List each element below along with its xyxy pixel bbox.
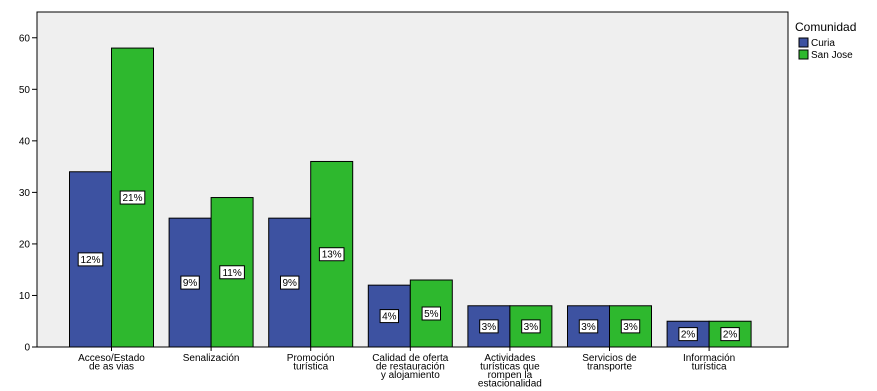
data-label-text: 11% xyxy=(222,268,241,279)
x-tick-label-line: Actividades xyxy=(484,353,535,364)
data-label-box xyxy=(219,265,245,280)
y-tick-label: 0 xyxy=(24,343,30,354)
data-label-box xyxy=(119,190,146,205)
x-tick-label: Actividades turísticas que rompen la estaci… xyxy=(478,353,542,390)
data-label-box xyxy=(318,247,345,262)
x-tick-label-line: turísticas que xyxy=(480,362,540,373)
x-tick-label-line: Información xyxy=(683,353,735,364)
y-tick-label: 10 xyxy=(19,291,31,302)
data-label: 11% xyxy=(219,265,245,280)
data-label: 13% xyxy=(318,247,345,262)
data-label: 9% xyxy=(180,275,200,290)
legend-swatch xyxy=(798,37,809,48)
y-tick-label: 60 xyxy=(19,33,31,44)
data-label-box xyxy=(521,319,541,334)
data-label-text: 5% xyxy=(424,309,439,320)
legend-title: Comunidad xyxy=(795,20,856,34)
x-tick-label-line: estacionalidad xyxy=(478,379,542,390)
y-tick-label: 50 xyxy=(19,85,31,96)
data-label-text: 2% xyxy=(681,330,696,341)
data-label: 4% xyxy=(379,309,400,324)
y-tick-label: 30 xyxy=(19,188,31,199)
x-tick-label: Acceso/Estado de as vias xyxy=(78,353,145,373)
data-label-box xyxy=(280,275,300,290)
x-tick-label-line: turística xyxy=(293,362,328,373)
legend-label: San Jose xyxy=(811,50,853,61)
x-axis: Acceso/Estado de as vias Senalización Promo… xyxy=(78,347,735,390)
data-label: 9% xyxy=(280,275,300,290)
x-tick-label: Información turística xyxy=(683,353,735,373)
data-label: 5% xyxy=(421,306,442,321)
data-label-text: 3% xyxy=(524,322,539,333)
x-tick-label: Promoción turística xyxy=(287,353,335,373)
data-label-text: 9% xyxy=(282,278,297,289)
x-tick-label: Calidad de oferta de restauración y alojam… xyxy=(372,353,449,381)
data-label-box xyxy=(421,306,442,321)
x-tick-label-line: Senalización xyxy=(183,353,240,364)
data-label-box xyxy=(620,319,641,334)
x-tick-label: Senalización xyxy=(183,353,240,364)
data-label-text: 3% xyxy=(581,322,596,333)
y-axis: 0 10 20 30 40 50 60 xyxy=(19,33,37,354)
x-tick-label-line: de as vias xyxy=(89,362,134,373)
data-label-box xyxy=(77,252,104,267)
data-labels: 12% 21% 9% 11% 9% 13% 4% 5% 3% 3% 3% 3% 2% 2% xyxy=(77,190,740,342)
x-tick-label-line: de restauración xyxy=(376,362,445,373)
data-label-box xyxy=(578,319,599,334)
data-label-text: 2% xyxy=(723,330,738,341)
legend-swatch xyxy=(798,49,809,60)
x-tick-label-line: turística xyxy=(692,362,727,373)
x-tick-label-line: Calidad de oferta xyxy=(372,353,449,364)
x-tick-label: Servicios de transporte xyxy=(582,353,637,373)
data-label-text: 12% xyxy=(80,255,100,266)
data-label: 2% xyxy=(678,327,698,342)
data-label-text: 21% xyxy=(122,193,142,204)
data-label: 12% xyxy=(77,252,104,267)
data-label-box xyxy=(720,327,740,342)
x-tick-label-line: Promoción xyxy=(287,353,335,364)
data-label: 3% xyxy=(620,319,641,334)
x-tick-label-line: transporte xyxy=(587,362,632,373)
data-label-box xyxy=(678,327,698,342)
data-label: 3% xyxy=(578,319,599,334)
data-label: 3% xyxy=(521,319,541,334)
y-tick-label: 40 xyxy=(19,136,31,147)
data-label: 3% xyxy=(479,319,499,334)
data-label-text: 9% xyxy=(183,278,198,289)
data-label-box xyxy=(180,275,200,290)
x-tick-label-line: y alojamiento xyxy=(381,370,440,381)
data-label-text: 3% xyxy=(482,322,497,333)
data-label-text: 3% xyxy=(623,322,638,333)
data-label-text: 13% xyxy=(322,250,342,261)
data-label: 21% xyxy=(119,190,146,205)
x-tick-label-line: Acceso/Estado xyxy=(78,353,145,364)
data-label-box xyxy=(379,309,400,324)
x-tick-label-line: Servicios de xyxy=(582,353,637,364)
legend-label: Curia xyxy=(811,38,835,49)
data-label-box xyxy=(479,319,499,334)
x-tick-label-line: rompen la xyxy=(488,370,533,381)
data-label: 2% xyxy=(720,327,740,342)
y-tick-label: 20 xyxy=(19,239,31,250)
data-label-text: 4% xyxy=(382,312,397,323)
